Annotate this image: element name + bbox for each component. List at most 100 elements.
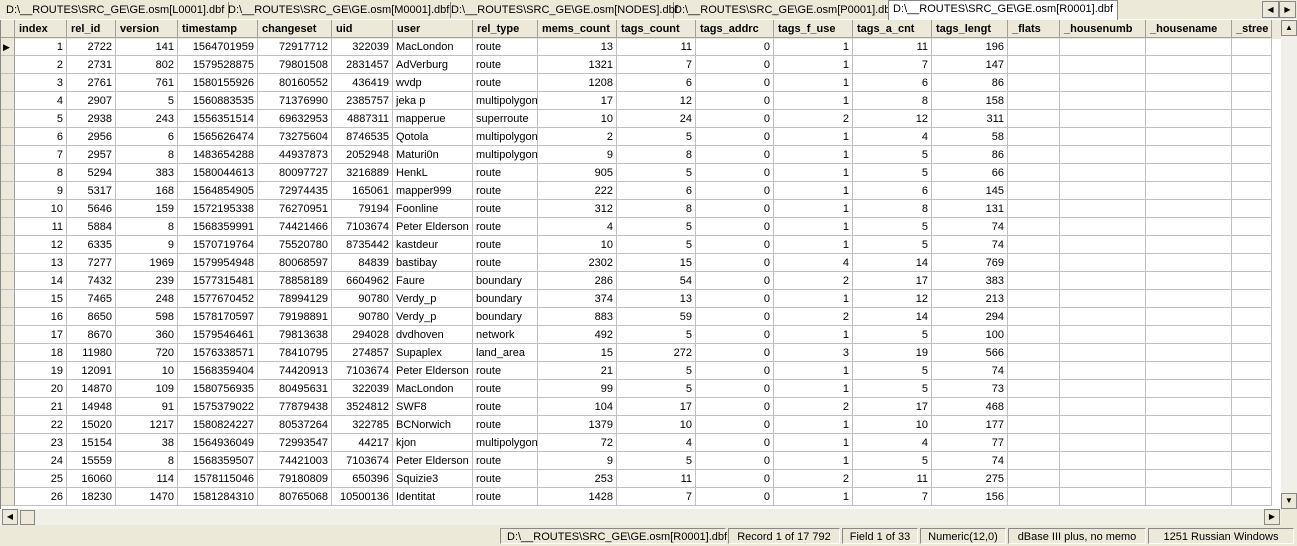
cell-tags-count[interactable]: 54 (617, 272, 696, 290)
cell-tags-a-cnt[interactable]: 12 (853, 110, 932, 128)
cell-index[interactable]: 22 (15, 416, 67, 434)
cell-flats[interactable] (1008, 452, 1060, 470)
cell-tags-f-use[interactable]: 1 (774, 362, 853, 380)
cell-version[interactable]: 720 (116, 344, 178, 362)
cell-housename[interactable] (1146, 272, 1232, 290)
cell-uid[interactable]: 7103674 (332, 218, 393, 236)
cell-tags-count[interactable]: 5 (617, 164, 696, 182)
cell-changeset[interactable]: 44937873 (258, 146, 332, 164)
cell-tags-lengt[interactable]: 86 (932, 74, 1008, 92)
cell-rel-id[interactable]: 7465 (67, 290, 116, 308)
cell-tags-count[interactable]: 6 (617, 74, 696, 92)
row-indicator[interactable] (1, 416, 15, 434)
cell-uid[interactable]: 90780 (332, 308, 393, 326)
cell-tags-f-use[interactable]: 2 (774, 272, 853, 290)
cell-uid[interactable]: 2052948 (332, 146, 393, 164)
cell-index[interactable]: 16 (15, 308, 67, 326)
cell-index[interactable]: 8 (15, 164, 67, 182)
cell-tags-a-cnt[interactable]: 6 (853, 182, 932, 200)
column-header-uid[interactable]: uid (332, 20, 393, 38)
cell-housenumb[interactable] (1060, 200, 1146, 218)
row-indicator[interactable] (1, 254, 15, 272)
cell-tags-addrc[interactable]: 0 (696, 74, 774, 92)
cell-rel-id[interactable]: 2907 (67, 92, 116, 110)
cell-tags-addrc[interactable]: 0 (696, 452, 774, 470)
cell-tags-addrc[interactable]: 0 (696, 326, 774, 344)
cell-housenumb[interactable] (1060, 344, 1146, 362)
scroll-left-icon[interactable]: ◀ (2, 509, 18, 525)
row-indicator[interactable] (1, 92, 15, 110)
cell-tags-addrc[interactable]: 0 (696, 164, 774, 182)
cell-rel-id[interactable]: 7277 (67, 254, 116, 272)
cell-flats[interactable] (1008, 344, 1060, 362)
scroll-thumb[interactable] (20, 510, 35, 525)
cell-rel-type[interactable]: route (473, 398, 538, 416)
cell-rel-id[interactable]: 12091 (67, 362, 116, 380)
cell-tags-a-cnt[interactable]: 5 (853, 146, 932, 164)
cell-tags-a-cnt[interactable]: 5 (853, 218, 932, 236)
scroll-right-icon[interactable]: ▶ (1264, 509, 1280, 525)
column-header-index[interactable]: index (15, 20, 67, 38)
column-header-user[interactable]: user (393, 20, 473, 38)
cell-rel-type[interactable]: boundary (473, 308, 538, 326)
cell-mems-count[interactable]: 1379 (538, 416, 617, 434)
cell-housename[interactable] (1146, 74, 1232, 92)
cell-housenumb[interactable] (1060, 74, 1146, 92)
cell-tags-lengt[interactable]: 74 (932, 362, 1008, 380)
cell-user[interactable]: jeka p (393, 92, 473, 110)
cell-rel-id[interactable]: 6335 (67, 236, 116, 254)
cell-tags-f-use[interactable]: 1 (774, 56, 853, 74)
table-row[interactable]: 7 2957 8 1483654288 44937873 2052948 Maturi0n m… (1, 146, 1282, 164)
cell-mems-count[interactable]: 15 (538, 344, 617, 362)
cell-version[interactable]: 243 (116, 110, 178, 128)
cell-tags-lengt[interactable]: 74 (932, 452, 1008, 470)
cell-tags-addrc[interactable]: 0 (696, 128, 774, 146)
cell-tags-lengt[interactable]: 383 (932, 272, 1008, 290)
row-indicator[interactable] (1, 290, 15, 308)
cell-index[interactable]: 17 (15, 326, 67, 344)
cell-flats[interactable] (1008, 218, 1060, 236)
cell-tags-lengt[interactable]: 145 (932, 182, 1008, 200)
cell-timestamp[interactable]: 1575379022 (178, 398, 258, 416)
cell-housenumb[interactable] (1060, 236, 1146, 254)
cell-housename[interactable] (1146, 488, 1232, 506)
cell-tags-a-cnt[interactable]: 19 (853, 344, 932, 362)
cell-tags-f-use[interactable]: 1 (774, 290, 853, 308)
cell-timestamp[interactable]: 1568359507 (178, 452, 258, 470)
cell-rel-id[interactable]: 5884 (67, 218, 116, 236)
cell-changeset[interactable]: 76270951 (258, 200, 332, 218)
cell-mems-count[interactable]: 4 (538, 218, 617, 236)
row-indicator[interactable] (1, 236, 15, 254)
column-header-stree[interactable]: _stree (1232, 20, 1272, 38)
table-row[interactable]: 5 2938 243 1556351514 69632953 4887311 mapperu… (1, 110, 1282, 128)
cell-housename[interactable] (1146, 218, 1232, 236)
cell-tags-lengt[interactable]: 213 (932, 290, 1008, 308)
cell-housenumb[interactable] (1060, 434, 1146, 452)
cell-mems-count[interactable]: 883 (538, 308, 617, 326)
cell-rel-id[interactable]: 2938 (67, 110, 116, 128)
cell-stree[interactable] (1232, 74, 1272, 92)
cell-rel-type[interactable]: route (473, 236, 538, 254)
cell-flats[interactable] (1008, 290, 1060, 308)
cell-tags-lengt[interactable]: 77 (932, 434, 1008, 452)
cell-changeset[interactable]: 74421466 (258, 218, 332, 236)
cell-tags-addrc[interactable]: 0 (696, 398, 774, 416)
cell-timestamp[interactable]: 1568359991 (178, 218, 258, 236)
cell-rel-id[interactable]: 8650 (67, 308, 116, 326)
column-header-housenumb[interactable]: _housenumb (1060, 20, 1146, 38)
cell-tags-lengt[interactable]: 131 (932, 200, 1008, 218)
cell-timestamp[interactable]: 1572195338 (178, 200, 258, 218)
table-row[interactable]: 6 2956 6 1565626474 73275604 8746535 Qotola mul… (1, 128, 1282, 146)
cell-flats[interactable] (1008, 470, 1060, 488)
cell-tags-f-use[interactable]: 1 (774, 164, 853, 182)
cell-flats[interactable] (1008, 416, 1060, 434)
cell-housenumb[interactable] (1060, 488, 1146, 506)
cell-mems-count[interactable]: 13 (538, 38, 617, 56)
cell-index[interactable]: 25 (15, 470, 67, 488)
cell-index[interactable]: 4 (15, 92, 67, 110)
cell-tags-f-use[interactable]: 1 (774, 92, 853, 110)
cell-tags-a-cnt[interactable]: 11 (853, 470, 932, 488)
cell-index[interactable]: 2 (15, 56, 67, 74)
cell-rel-id[interactable]: 7432 (67, 272, 116, 290)
cell-housename[interactable] (1146, 452, 1232, 470)
